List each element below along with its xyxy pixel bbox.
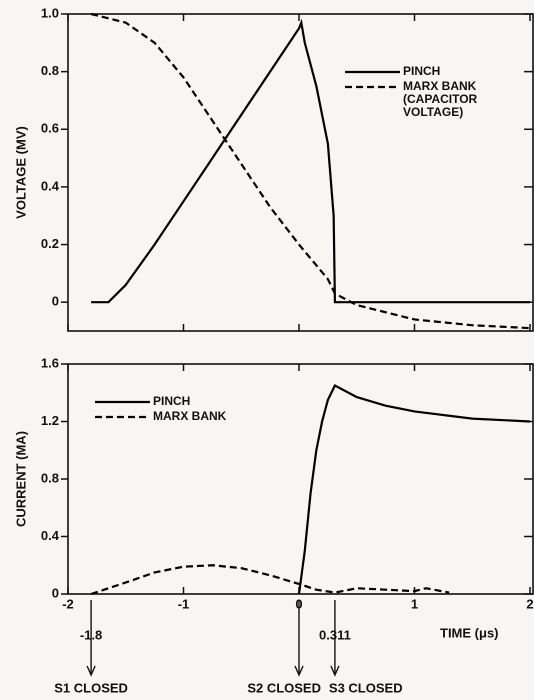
y-tick-label: 0.8 <box>41 470 59 485</box>
arrow-head <box>330 665 340 677</box>
y-tick-label: 0.4 <box>41 528 60 543</box>
annotation-text: S3 CLOSED <box>329 680 403 695</box>
y-tick-label: 0.4 <box>41 178 60 193</box>
legend-label: PINCH <box>403 64 441 78</box>
x-tick-label: 2 <box>526 596 533 611</box>
x-tick-label: -2 <box>62 596 74 611</box>
y-tick-label: 0.8 <box>41 63 59 78</box>
plot-frame <box>67 13 534 332</box>
arrow-head <box>86 665 96 677</box>
annotation-text: S1 CLOSED <box>54 680 128 695</box>
y-axis-label: VOLTAGE (MV) <box>13 126 28 219</box>
legend-label: MARX BANK (CAPACITOR VOLTAGE) <box>403 79 478 119</box>
y-tick-label: 0.2 <box>41 236 59 251</box>
x-tick-label: 1 <box>411 596 418 611</box>
y-tick-label: 1.2 <box>41 413 59 428</box>
series-line <box>90 12 531 330</box>
annotation-value: -1.8 <box>80 627 102 642</box>
y-tick-label: 0 <box>52 585 59 600</box>
x-tick-label: -1 <box>178 596 190 611</box>
annotation-text: S2 CLOSED <box>247 680 321 695</box>
legend-label: PINCH <box>153 394 191 408</box>
series-line <box>90 564 450 596</box>
series-line <box>297 384 531 595</box>
arrow-head <box>294 665 304 677</box>
y-tick-label: 0 <box>52 294 59 309</box>
y-tick-label: 1.6 <box>41 355 59 370</box>
plot-frame <box>67 363 534 595</box>
x-axis-label: TIME (μs) <box>440 625 499 640</box>
annotation-value: 0.311 <box>319 627 351 642</box>
y-axis-label: CURRENT (MA) <box>13 431 28 527</box>
y-tick-label: 1.0 <box>41 5 59 20</box>
y-tick-label: 0.6 <box>41 121 59 136</box>
series-line <box>91 18 530 304</box>
legend-label: MARX BANK <box>153 409 227 423</box>
